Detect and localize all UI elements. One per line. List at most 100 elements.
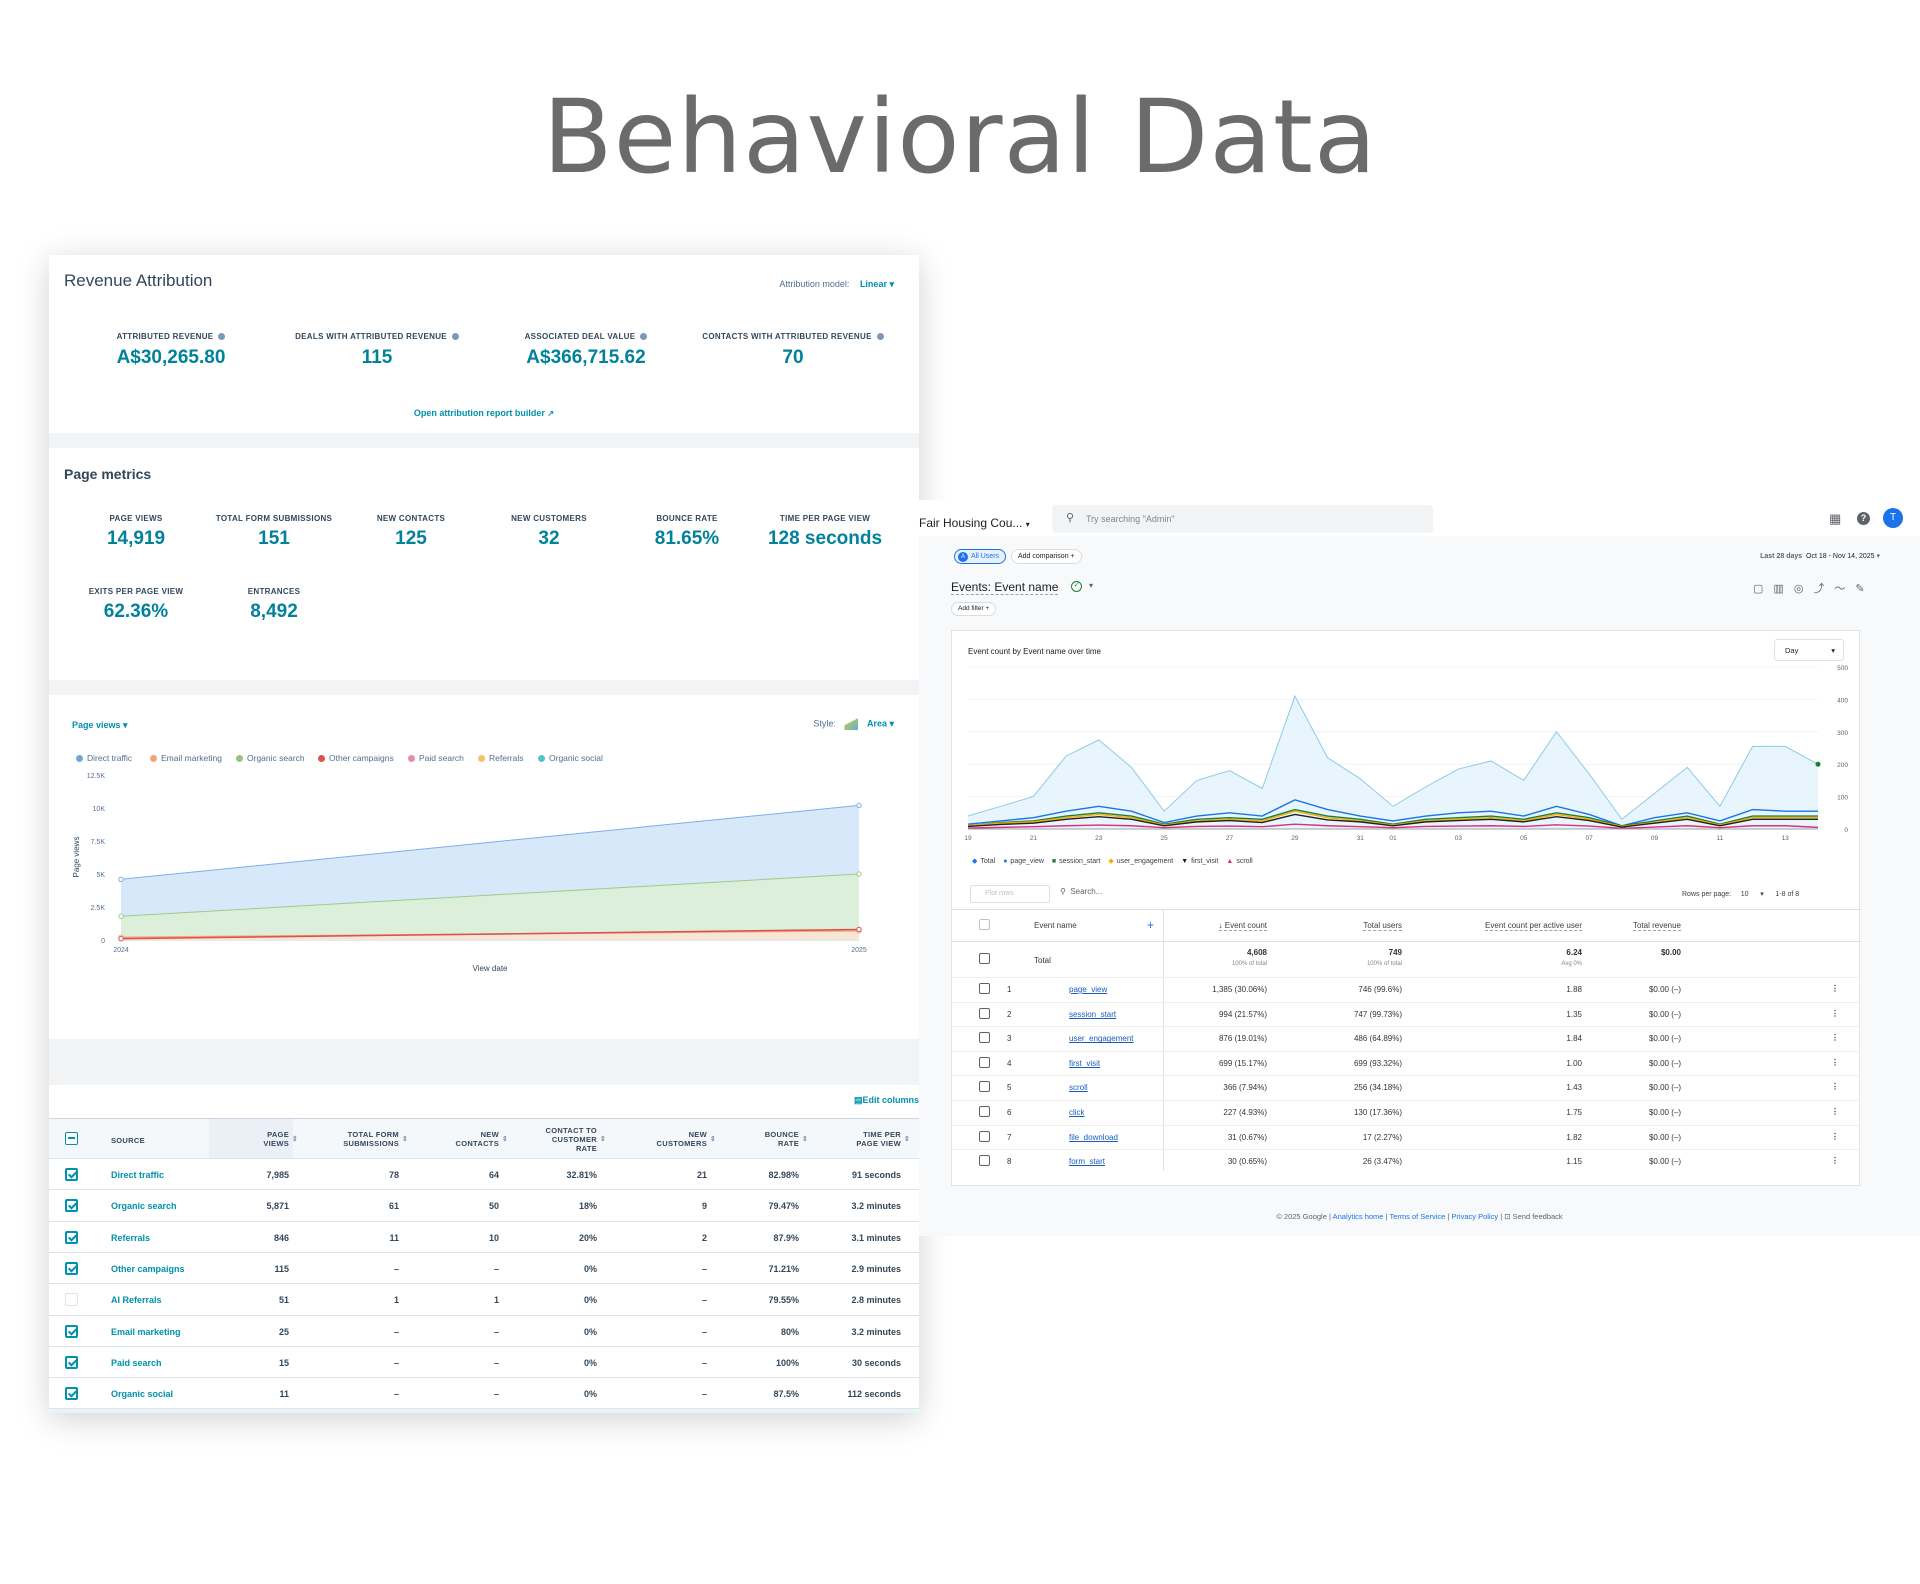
legend-item[interactable]: Organic social: [538, 753, 603, 763]
source-link[interactable]: Paid search: [111, 1357, 162, 1368]
row-checkbox[interactable]: [979, 1155, 990, 1167]
ga-legend-item[interactable]: ▲ scroll: [1226, 858, 1252, 865]
legend-item[interactable]: Organic search: [236, 753, 305, 763]
legend-item[interactable]: Paid search: [408, 753, 464, 763]
ga-search-box[interactable]: ⚲ Try searching "Admin": [1052, 505, 1433, 533]
granularity-select[interactable]: Day ▾: [1774, 639, 1844, 661]
event-name-link[interactable]: form_start: [1069, 1157, 1106, 1167]
open-attribution-builder-link[interactable]: Open attribution report builder ↗: [49, 408, 919, 418]
date-range-picker[interactable]: Last 28 days Oct 18 - Nov 14, 2025 ▾: [1760, 553, 1880, 560]
column-header[interactable]: PAGE VIEWS ⇕: [263, 1130, 297, 1148]
footer-link[interactable]: Terms of Service: [1389, 1212, 1446, 1221]
source-link[interactable]: Email marketing: [111, 1326, 181, 1337]
data-point[interactable]: [856, 802, 862, 809]
source-link[interactable]: AI Referrals: [111, 1295, 162, 1306]
plot-rows-button[interactable]: Plot rows: [970, 885, 1050, 903]
row-menu-icon[interactable]: ⋮: [1831, 1008, 1839, 1018]
apps-grid-icon[interactable]: ▦: [1829, 511, 1842, 526]
legend-item[interactable]: Other campaigns: [318, 753, 394, 763]
event-name-link[interactable]: first_visit: [1069, 1058, 1101, 1068]
customize-report-icon[interactable]: ▢: [1753, 583, 1774, 595]
insights-icon[interactable]: ◎: [1793, 583, 1814, 595]
row-menu-icon[interactable]: ⋮: [1831, 1082, 1839, 1092]
rows-per-page-select[interactable]: 10 ▾: [1740, 891, 1764, 898]
legend-item[interactable]: Referrals: [478, 753, 523, 763]
column-header[interactable]: NEW CONTACTS ⇕: [455, 1130, 507, 1148]
row-checkbox[interactable]: [65, 1387, 78, 1401]
row-checkbox[interactable]: [65, 1230, 78, 1244]
event-name-link[interactable]: session_start: [1069, 1009, 1117, 1019]
row-checkbox[interactable]: [979, 1130, 990, 1142]
row-menu-icon[interactable]: ⋮: [1831, 1033, 1839, 1043]
info-icon[interactable]: [218, 333, 226, 341]
row-menu-icon[interactable]: ⋮: [1831, 1131, 1839, 1141]
row-checkbox[interactable]: [65, 1168, 78, 1181]
data-point[interactable]: [856, 871, 862, 877]
property-selector[interactable]: Fair Housing Cou... ▾: [919, 516, 1030, 530]
legend-item[interactable]: Direct traffic: [76, 753, 132, 763]
footer-link[interactable]: Analytics home: [1332, 1212, 1384, 1221]
add-comparison-chip[interactable]: Add comparison +: [1011, 549, 1082, 564]
ga-legend-item[interactable]: ▼ first_visit: [1181, 858, 1218, 865]
style-dropdown[interactable]: Area ▾: [866, 718, 894, 729]
row-checkbox[interactable]: [979, 1007, 990, 1019]
segment-chip[interactable]: A All Users: [954, 549, 1007, 564]
event-name-link[interactable]: file_download: [1069, 1132, 1118, 1142]
data-point[interactable]: [118, 913, 124, 919]
ga-legend-item[interactable]: ● page_view: [1003, 858, 1044, 865]
row-checkbox[interactable]: [65, 1261, 78, 1275]
event-name-link[interactable]: page_view: [1069, 985, 1108, 994]
column-header[interactable]: ↓ Event count: [1218, 921, 1267, 931]
source-link[interactable]: Organic social: [111, 1389, 174, 1400]
row-menu-icon[interactable]: ⋮: [1831, 1057, 1839, 1067]
source-link[interactable]: Organic search: [111, 1201, 177, 1212]
report-title-caret-icon[interactable]: ▾: [1089, 581, 1094, 590]
column-header[interactable]: CONTACT TO CUSTOMER RATE ⇕: [546, 1126, 606, 1153]
avatar[interactable]: T: [1883, 508, 1903, 528]
select-all-checkbox[interactable]: [65, 1132, 78, 1145]
row-checkbox[interactable]: [979, 1106, 990, 1117]
data-point[interactable]: [118, 935, 124, 942]
edit-columns-button[interactable]: ▤Edit columns: [854, 1095, 919, 1106]
column-header[interactable]: Event count per active user: [1485, 921, 1582, 931]
event-name-link[interactable]: scroll: [1069, 1083, 1088, 1093]
info-icon[interactable]: [451, 333, 459, 341]
compare-icon[interactable]: ▥: [1773, 583, 1794, 595]
ga-legend-item[interactable]: ◆ Total: [972, 858, 995, 865]
data-point[interactable]: [856, 926, 862, 933]
row-menu-icon[interactable]: ⋮: [1831, 1107, 1839, 1116]
attribution-model-dropdown[interactable]: Linear ▾: [860, 279, 894, 289]
help-icon[interactable]: ?: [1857, 512, 1870, 525]
source-link[interactable]: Other campaigns: [111, 1263, 185, 1274]
select-all-checkbox[interactable]: [979, 919, 990, 930]
column-header[interactable]: Event name: [1034, 921, 1077, 930]
row-checkbox[interactable]: [979, 1056, 990, 1068]
row-checkbox[interactable]: [979, 1081, 990, 1093]
event-name-link[interactable]: user_engagement: [1069, 1034, 1134, 1044]
column-header[interactable]: Total revenue: [1632, 921, 1681, 931]
column-header[interactable]: Total users: [1363, 921, 1402, 931]
row-menu-icon[interactable]: ⋮: [1831, 1156, 1839, 1166]
edit-pencil-icon[interactable]: ✎: [1855, 583, 1875, 595]
row-menu-icon[interactable]: ⋮: [1831, 984, 1839, 993]
column-header[interactable]: NEW CUSTOMERS ⇕: [657, 1130, 716, 1148]
column-header[interactable]: BOUNCE RATE ⇕: [765, 1130, 808, 1148]
add-dimension-icon[interactable]: +: [1147, 918, 1155, 932]
row-checkbox[interactable]: [65, 1355, 78, 1369]
row-checkbox[interactable]: [65, 1199, 78, 1213]
add-filter-chip[interactable]: Add filter +: [951, 602, 997, 616]
info-icon[interactable]: [876, 333, 884, 341]
ga-legend-item[interactable]: ◆ user_engagement: [1108, 858, 1173, 865]
row-checkbox[interactable]: [65, 1324, 78, 1338]
share-icon[interactable]: ⤴: [1813, 583, 1835, 595]
send-feedback-link[interactable]: Send feedback: [1512, 1212, 1563, 1221]
row-checkbox[interactable]: [979, 983, 990, 994]
source-link[interactable]: Referrals: [111, 1232, 151, 1243]
event-name-link[interactable]: click: [1069, 1108, 1085, 1117]
column-header[interactable]: TIME PER PAGE VIEW ⇕: [856, 1130, 909, 1148]
report-title[interactable]: Events: Event name: [951, 580, 1059, 595]
data-point[interactable]: [118, 876, 124, 882]
table-search[interactable]: ⚲ Search...: [1060, 887, 1102, 896]
info-icon[interactable]: [640, 333, 648, 341]
row-checkbox[interactable]: [979, 1032, 990, 1044]
